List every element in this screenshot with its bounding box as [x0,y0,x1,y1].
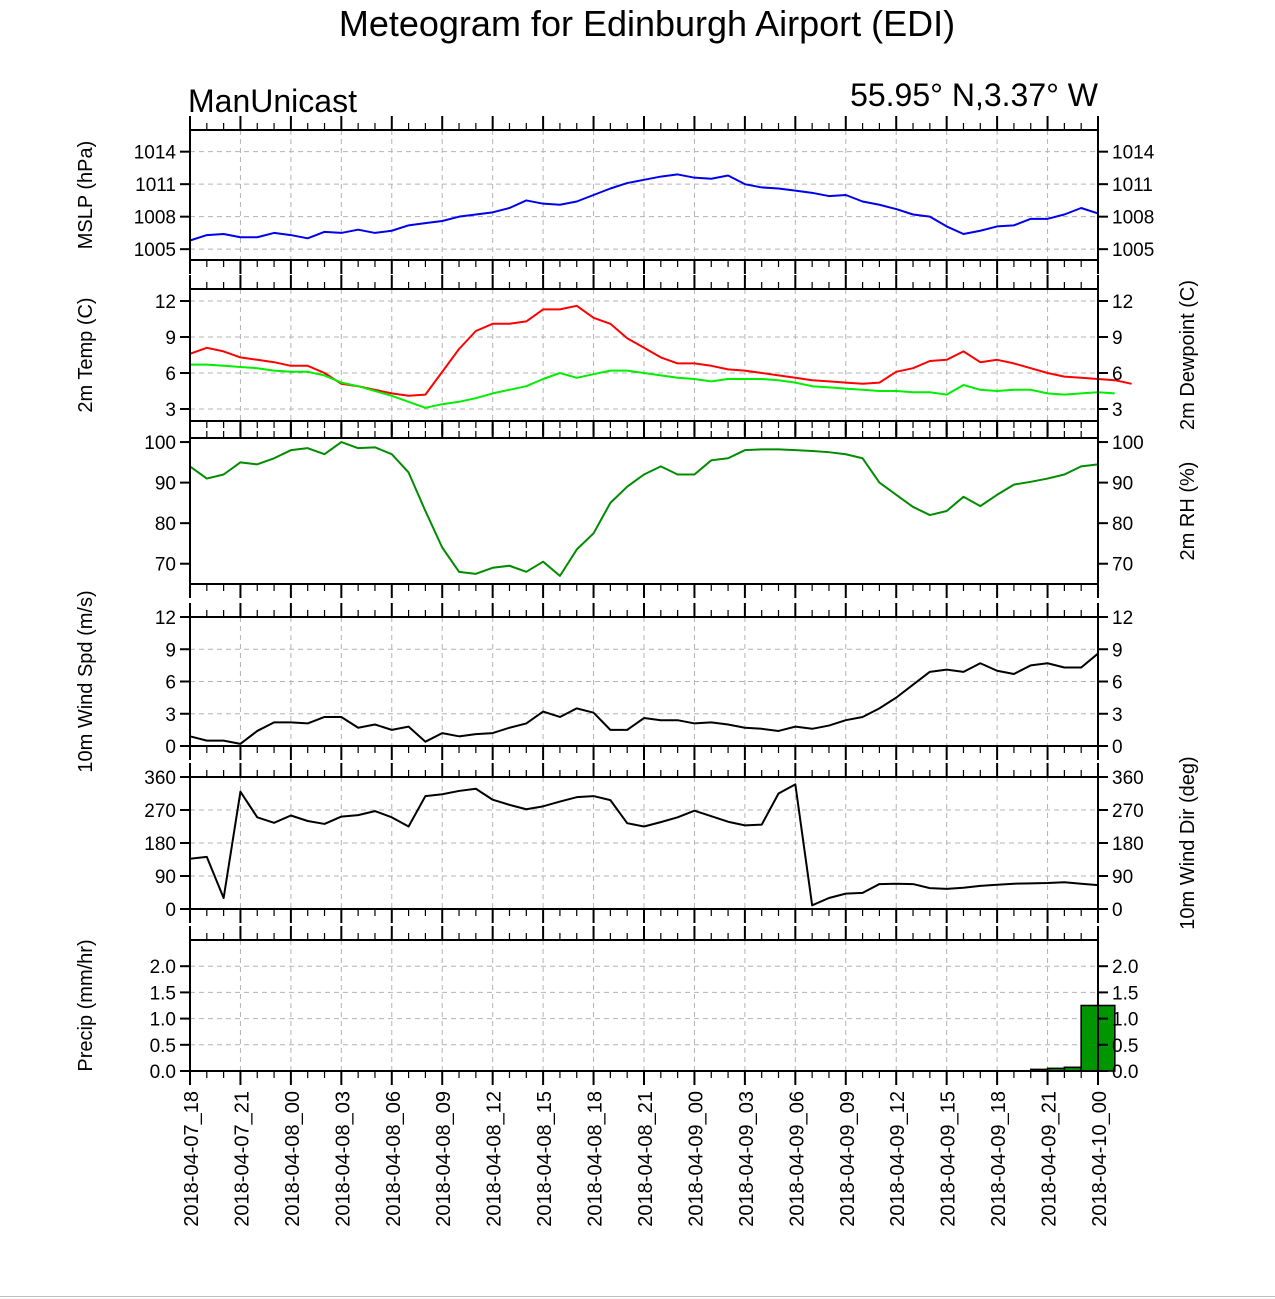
y-tick-label: 80 [155,514,176,535]
y-tick-label: 0.0 [1112,1062,1138,1083]
y-tick-label: 270 [144,801,176,822]
y-tick-label: 1005 [134,240,176,261]
x-tick-label: 2018-04-09_03 [736,1091,758,1227]
y-tick-label: 1.5 [150,983,176,1004]
y-tick-label: 1008 [134,208,176,229]
y-tick-label: 360 [144,768,176,789]
series-line [190,363,1115,409]
x-tick-label: 2018-04-07_18 [181,1091,203,1227]
x-tick-label: 2018-04-08_12 [484,1091,506,1227]
y-tick-label: 1005 [1112,240,1154,261]
y-tick-label: 9 [1112,328,1123,349]
y-axis-label-left: 10m Wind Spd (m/s) [75,590,97,772]
y-tick-label: 6 [1112,364,1123,385]
y-axis-label-right: 2m RH (%) [1177,462,1199,561]
y-tick-label: 12 [155,292,176,313]
y-tick-label: 0.5 [1112,1036,1138,1057]
series-line [189,173,1099,242]
y-tick-label: 12 [1112,292,1133,313]
x-tick-label: 2018-04-09_12 [887,1091,909,1227]
x-tick-label: 2018-04-09_18 [988,1091,1010,1227]
y-tick-label: 1.0 [150,1010,176,1031]
series-line [189,652,1099,745]
panel-frame [189,437,1099,585]
y-tick-label: 1008 [1112,208,1154,229]
y-tick-label: 3 [165,400,176,421]
y-tick-label: 1014 [134,143,177,164]
x-tick-label: 2018-04-08_09 [433,1091,455,1227]
x-tick-label: 2018-04-07_21 [231,1091,253,1227]
y-tick-label: 1011 [1112,175,1153,196]
y-tick-label: 0 [1112,737,1123,758]
x-tick-label: 2018-04-09_09 [837,1091,859,1227]
x-tick-label: 2018-04-10_00 [1089,1091,1111,1227]
y-tick-label: 9 [1112,640,1123,661]
x-tick-label: 2018-04-08_03 [332,1091,354,1227]
y-tick-label: 70 [1112,555,1133,576]
x-tick-label: 2018-04-08_18 [585,1091,607,1227]
y-tick-label: 1.0 [1112,1010,1138,1031]
y-tick-label: 0 [1112,900,1123,921]
y-tick-label: 270 [1112,801,1144,822]
y-axis-label-left: Precip (mm/hr) [75,939,97,1071]
y-tick-label: 3 [1112,705,1123,726]
y-axis-label-right: 10m Wind Dir (deg) [1177,756,1199,929]
series-line [189,783,1099,907]
x-tick-label: 2018-04-09_06 [786,1091,808,1227]
y-tick-label: 90 [1112,474,1133,495]
y-tick-label: 12 [155,608,176,629]
x-tick-label: 2018-04-08_06 [383,1091,405,1227]
y-tick-label: 1014 [1112,143,1155,164]
y-tick-label: 90 [155,867,176,888]
y-axis-label-right: 2m Dewpoint (C) [1177,280,1199,430]
y-tick-label: 6 [1112,673,1123,694]
y-tick-label: 6 [165,364,176,385]
y-tick-label: 0.0 [150,1062,176,1083]
y-tick-label: 9 [165,640,176,661]
y-tick-label: 12 [1112,608,1133,629]
series-line [189,441,1099,577]
panels: 1005 1005 1008 1008 1011 1011 1014 1014 MSLP (hP… [75,116,1199,1227]
y-tick-label: 0 [165,900,176,921]
x-tick-label: 2018-04-09_00 [685,1091,707,1227]
y-tick-label: 90 [155,474,176,495]
model-label: ManUnicast [188,83,357,119]
y-axis-label-left: MSLP (hPa) [75,141,97,250]
x-tick-label: 2018-04-08_21 [635,1091,657,1227]
y-tick-label: 80 [1112,514,1133,535]
chart-title: Meteogram for Edinburgh Airport (EDI) [339,3,955,44]
y-tick-label: 3 [1112,400,1123,421]
y-tick-label: 2.0 [150,957,176,978]
location-label: 55.95° N,3.37° W [850,77,1099,113]
y-tick-label: 1011 [135,175,176,196]
y-tick-label: 100 [144,433,176,454]
y-tick-label: 70 [155,555,176,576]
bottom-divider [0,1296,1275,1297]
series-line [189,304,1132,397]
y-tick-label: 0.5 [150,1036,176,1057]
y-tick-label: 6 [165,673,176,694]
precip-bar [1080,1004,1099,1072]
x-tick-label: 2018-04-09_21 [1039,1091,1061,1227]
y-tick-label: 0 [165,737,176,758]
x-tick-label: 2018-04-08_15 [534,1091,556,1227]
y-tick-label: 9 [165,328,176,349]
x-tick-label: 2018-04-09_15 [938,1091,960,1227]
y-tick-label: 1.5 [1112,983,1138,1004]
y-tick-label: 100 [1112,433,1144,454]
y-tick-label: 360 [1112,768,1144,789]
y-tick-label: 3 [165,705,176,726]
y-tick-label: 180 [144,834,176,855]
y-tick-label: 90 [1112,867,1133,888]
y-tick-label: 2.0 [1112,957,1138,978]
y-tick-label: 180 [1112,834,1144,855]
x-tick-label: 2018-04-08_00 [282,1091,304,1227]
y-axis-label-left: 2m Temp (C) [75,297,97,412]
